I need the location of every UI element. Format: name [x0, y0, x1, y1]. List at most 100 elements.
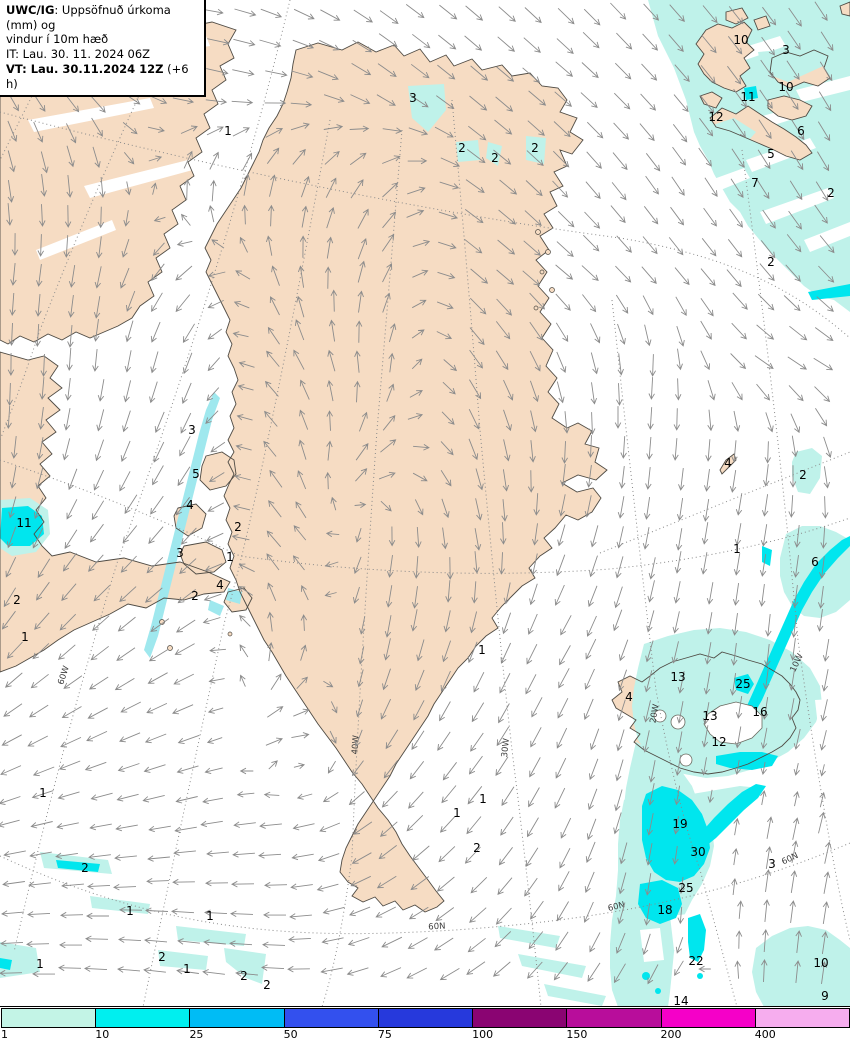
precip-value-label: 2 — [458, 141, 466, 155]
colorbar-tick-label: 400 — [754, 1028, 776, 1041]
precip-value-label: 10 — [733, 33, 748, 47]
colorbar-tick-label: 150 — [566, 1028, 588, 1041]
colorbar-labels: 1 10 25 50 75 100 150 200 400 — [1, 1028, 849, 1041]
precip-value-label: 1 — [453, 806, 461, 820]
precip-value-label: 2 — [13, 593, 21, 607]
precip-value-label: 1 — [479, 792, 487, 806]
islet-layer — [159, 229, 555, 651]
precip-value-label: 2 — [473, 841, 481, 855]
graticule-label: 60N — [428, 922, 446, 933]
precip-value-label: 12 — [711, 735, 726, 749]
precip-value-label: 1 — [224, 124, 232, 138]
precip-value-label: 11 — [740, 90, 755, 104]
coastline-layer — [0, 1, 850, 913]
colorbar-tick-label: 50 — [283, 1028, 298, 1041]
precip-value-label: 2 — [158, 950, 166, 964]
graticule-label: 30W — [500, 737, 512, 758]
precip-value-label: 3 — [782, 43, 790, 57]
precip-value-label: 1 — [39, 786, 47, 800]
precip-value-label: 5 — [767, 147, 775, 161]
wind-arrows-layer — [0, 1, 835, 985]
colorbar-tick-label: 75 — [377, 1028, 392, 1041]
precip-value-label: 25 — [735, 677, 750, 691]
precip-value-label: 4 — [724, 456, 732, 470]
precip-value-label: 13 — [670, 670, 685, 684]
colorbar-tick-label: 25 — [189, 1028, 204, 1041]
map-area: 60W 40W 30W 20W 10W 60N 60N 60N 1 3 2 2 2 10 3 10 11 12 6 5… — [0, 0, 850, 1007]
colorbar-block-50 — [283, 1008, 379, 1028]
precip-mid-layer — [144, 392, 242, 658]
precip-value-label: 6 — [811, 555, 819, 569]
legend-line-4: VT: Lau. 30.11.2024 12Z (+6 h) — [6, 61, 189, 91]
glacier-layer — [653, 701, 763, 767]
precip-value-label: 3 — [409, 91, 417, 105]
precip-value-label: 6 — [797, 124, 805, 138]
precip-value-label: 1 — [36, 957, 44, 971]
precip-value-label: 2 — [240, 969, 248, 983]
graticule-label: 20W — [648, 703, 661, 724]
precip-value-label: 19 — [672, 817, 687, 831]
precip-value-label: 1 — [126, 904, 134, 918]
precip-value-label: 2 — [799, 468, 807, 482]
precip-value-label: 11 — [16, 516, 31, 530]
colorbar-blocks — [1, 1008, 850, 1028]
precip-value-label: 2 — [191, 589, 199, 603]
precip-value-label: 5 — [192, 467, 200, 481]
precip-value-label: 18 — [657, 903, 672, 917]
precip-value-label: 1 — [478, 643, 486, 657]
precip-value-label: 4 — [625, 690, 633, 704]
precip-value-label: 1 — [21, 630, 29, 644]
precip-value-label: 12 — [708, 110, 723, 124]
colorbar-tick-label: 200 — [660, 1028, 682, 1041]
precip-value-label: 25 — [678, 881, 693, 895]
precip-value-label: 30 — [690, 845, 705, 859]
precip-value-label: 7 — [751, 176, 759, 190]
colorbar-block-25 — [189, 1008, 285, 1028]
precip-value-label: 2 — [531, 141, 539, 155]
colorbar-tick-label: 10 — [95, 1028, 110, 1041]
colorbar-block-400 — [754, 1008, 850, 1028]
precip-value-label: 22 — [688, 954, 703, 968]
product-id: UWC/IG — [6, 3, 55, 17]
precip-value-label: 13 — [702, 709, 717, 723]
precip-value-label: 1 — [206, 909, 214, 923]
colorbar-block-150 — [566, 1008, 662, 1028]
precip-value-label: 10 — [813, 956, 828, 970]
legend-line-2: vindur í 10m hæð — [6, 32, 109, 47]
precip-value-label: 1 — [183, 962, 191, 976]
colorbar-block-75 — [377, 1008, 474, 1028]
precip-value-label: 3 — [176, 546, 184, 560]
colorbar-block-200 — [660, 1008, 756, 1028]
colorbar-tick-label: 100 — [472, 1028, 494, 1041]
precip-value-label: 2 — [81, 861, 89, 875]
precip-value-label: 2 — [234, 520, 242, 534]
precip-value-label: 3 — [768, 857, 776, 871]
colorbar-block-1 — [1, 1008, 97, 1028]
colorbar-tick-label: 1 — [1, 1028, 8, 1041]
precip-value-label: 2 — [767, 255, 775, 269]
valid-time: VT: Lau. 30.11.2024 12Z — [6, 61, 164, 76]
wind-arrow-field — [0, 1, 835, 985]
precip-value-label: 9 — [821, 989, 829, 1003]
precip-value-label: 1 — [733, 542, 741, 556]
precip-value-label: 2 — [263, 978, 271, 992]
precip-value-label: 4 — [216, 578, 224, 592]
precip-value-label: 4 — [186, 498, 194, 512]
precip-value-label: 14 — [673, 994, 688, 1006]
colorbar-block-10 — [95, 1008, 191, 1028]
legend-box: UWC/IG: Uppsöfnuð úrkoma (mm) og vindur … — [0, 0, 206, 98]
graticule-label: 60N — [607, 900, 626, 914]
colorbar-block-100 — [472, 1008, 568, 1028]
precip-value-label: 3 — [188, 423, 196, 437]
precip-value-label: 10 — [778, 80, 793, 94]
colorbar: 1 10 25 50 75 100 150 200 400 — [0, 1007, 850, 1041]
precip-value-label: 2 — [827, 186, 835, 200]
precip-value-label: 1 — [226, 550, 234, 564]
legend-line-3: IT: Lau. 30. 11. 2024 06Z — [6, 47, 151, 62]
precip-value-label: 2 — [491, 151, 499, 165]
precip-value-label: 16 — [752, 705, 767, 719]
